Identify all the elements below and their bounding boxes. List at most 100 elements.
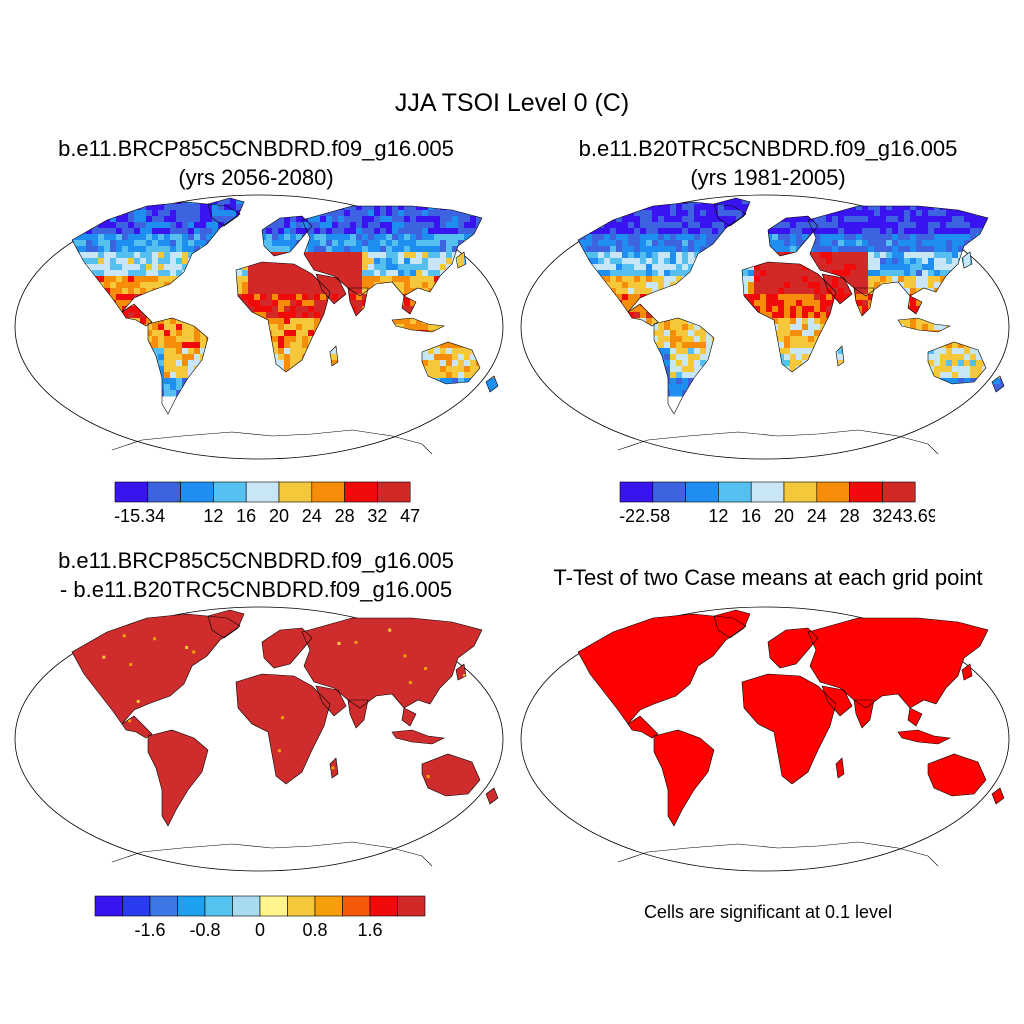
colorbar-box	[122, 895, 151, 917]
colorbar-box	[397, 895, 426, 917]
coastline-madagascar	[835, 345, 845, 367]
colorbar-tick-label: 12	[708, 506, 728, 526]
panel-3-colorbar: -1.6 -0.8 0 0.8 1.6	[94, 895, 426, 940]
coastline-asia	[807, 617, 989, 709]
colorbar-box	[750, 481, 785, 503]
coastline-indonesia	[391, 729, 446, 745]
colorbar-box	[114, 481, 149, 503]
colorbar-box	[344, 481, 378, 503]
panel-3-title: b.e11.BRCP85C5CNBDRD.f09_g16.005 - b.e11…	[0, 546, 512, 604]
panel-2-title-line2: (yrs 1981-2005)	[690, 165, 846, 190]
coastline-new-zealand	[485, 375, 499, 393]
coastline-arabia	[315, 685, 347, 717]
panel-2-map	[520, 194, 1010, 460]
coastline-europe	[767, 215, 819, 257]
panel-1-title-line2: (yrs 2056-2080)	[178, 165, 334, 190]
coastline-greenland	[713, 609, 751, 639]
coastline-africa	[235, 261, 331, 373]
colorbar-tick-label: 32	[872, 506, 892, 526]
coastline-asia	[807, 205, 989, 297]
coastline-new-zealand	[991, 375, 1005, 393]
colorbar-box	[369, 895, 398, 917]
colorbar-tick-label: 32	[367, 506, 387, 526]
coastline-greenland	[207, 197, 245, 227]
colorbar-box	[783, 481, 818, 503]
colorbar-tick-label: -15.34	[114, 506, 165, 526]
main-title: JJA TSOI Level 0 (C)	[394, 89, 630, 117]
coastline-south-america	[653, 729, 715, 827]
colorbar-tick-label: -22.58	[619, 506, 670, 526]
coastline-arabia	[821, 273, 853, 305]
colorbar-tick-label: 0.8	[302, 920, 327, 940]
colorbar-tick-label: -0.8	[189, 920, 220, 940]
coastline-japan	[455, 663, 467, 681]
colorbar-tick-label: 16	[741, 506, 761, 526]
coastline-indonesia	[897, 317, 952, 333]
colorbar-box	[685, 481, 719, 503]
coastline-india	[347, 699, 369, 729]
coastline-europe	[767, 627, 819, 669]
coastline-japan	[455, 251, 467, 269]
coastline-antarctica	[111, 429, 433, 455]
coastline-africa	[741, 261, 837, 373]
coastline-antarctica	[111, 841, 433, 867]
significance-note: Cells are significant at 0.1 level	[643, 902, 893, 922]
coastline-north-america	[577, 613, 747, 725]
coastline-australia	[421, 753, 481, 797]
panel-2-title-line1: b.e11.B20TRC5CNBDRD.f09_g16.005	[578, 136, 958, 161]
colorbar-box	[377, 481, 411, 503]
colorbar-box	[245, 481, 280, 503]
colorbar-box	[204, 895, 233, 917]
coastline-indonesia	[897, 729, 952, 745]
panel-1-colorbar: -15.34 12 16 20 24 28 32 47	[114, 481, 420, 526]
coastline-north-america	[71, 201, 241, 313]
colorbar-tick-label: 20	[774, 506, 794, 526]
coastline-japan	[961, 251, 973, 269]
coastline-madagascar	[329, 757, 339, 779]
panel-2-title: b.e11.B20TRC5CNBDRD.f09_g16.005 (yrs 198…	[512, 134, 1024, 192]
coastline-europe	[261, 215, 313, 257]
colorbar-box	[232, 895, 261, 917]
panel-3-title-line1: b.e11.BRCP85C5CNBDRD.f09_g16.005	[58, 548, 454, 573]
colorbar-tick-label: 16	[236, 506, 256, 526]
coastline-australia	[421, 341, 481, 385]
colorbar-box	[147, 481, 181, 503]
colorbar-box	[311, 481, 345, 503]
panel-3-title-line2: - b.e11.B20TRC5CNBDRD.f09_g16.005	[59, 577, 453, 602]
colorbar-tick-label: 43.69	[893, 506, 935, 526]
coastline-africa	[235, 673, 331, 785]
panel-2-colorbar: -22.58 12 16 20 24 28 32 43.69	[619, 481, 935, 526]
coastline-new-zealand	[485, 787, 499, 805]
colorbar-tick-label: 47	[400, 506, 420, 526]
panel-1-title: b.e11.BRCP85C5CNBDRD.f09_g16.005 (yrs 20…	[0, 134, 512, 192]
coastline-se-asia	[401, 707, 417, 727]
colorbar-tick-label: 12	[203, 506, 223, 526]
colorbar-box	[213, 481, 247, 503]
coastline-greenland	[713, 197, 751, 227]
colorbar-box	[287, 895, 316, 917]
coastline-indonesia	[391, 317, 446, 333]
coastline-india	[853, 699, 875, 729]
coastline-africa	[741, 673, 837, 785]
colorbar-tick-label: 0	[255, 920, 265, 940]
colorbar-box	[278, 481, 313, 503]
panel-4-title-line1: T-Test of two Case means at each grid po…	[553, 565, 983, 590]
colorbar-box	[849, 481, 883, 503]
coastline-se-asia	[401, 295, 417, 315]
coastline-madagascar	[329, 345, 339, 367]
coastline-australia	[927, 341, 987, 385]
colorbar-tick-label: 24	[807, 506, 827, 526]
coastline-south-america	[147, 317, 209, 415]
colorbar-box	[816, 481, 850, 503]
coastline-south-america	[653, 317, 715, 415]
colorbar-tick-label: 1.6	[357, 920, 382, 940]
coastline-madagascar	[835, 757, 845, 779]
colorbar-box	[259, 895, 288, 917]
coastline-antarctica	[617, 429, 939, 455]
colorbar-box	[342, 895, 371, 917]
panel-1-title-line1: b.e11.BRCP85C5CNBDRD.f09_g16.005	[58, 136, 454, 161]
colorbar-tick-label: 28	[335, 506, 355, 526]
coastline-australia	[927, 753, 987, 797]
coastline-india	[853, 287, 875, 317]
colorbar-box	[180, 481, 214, 503]
